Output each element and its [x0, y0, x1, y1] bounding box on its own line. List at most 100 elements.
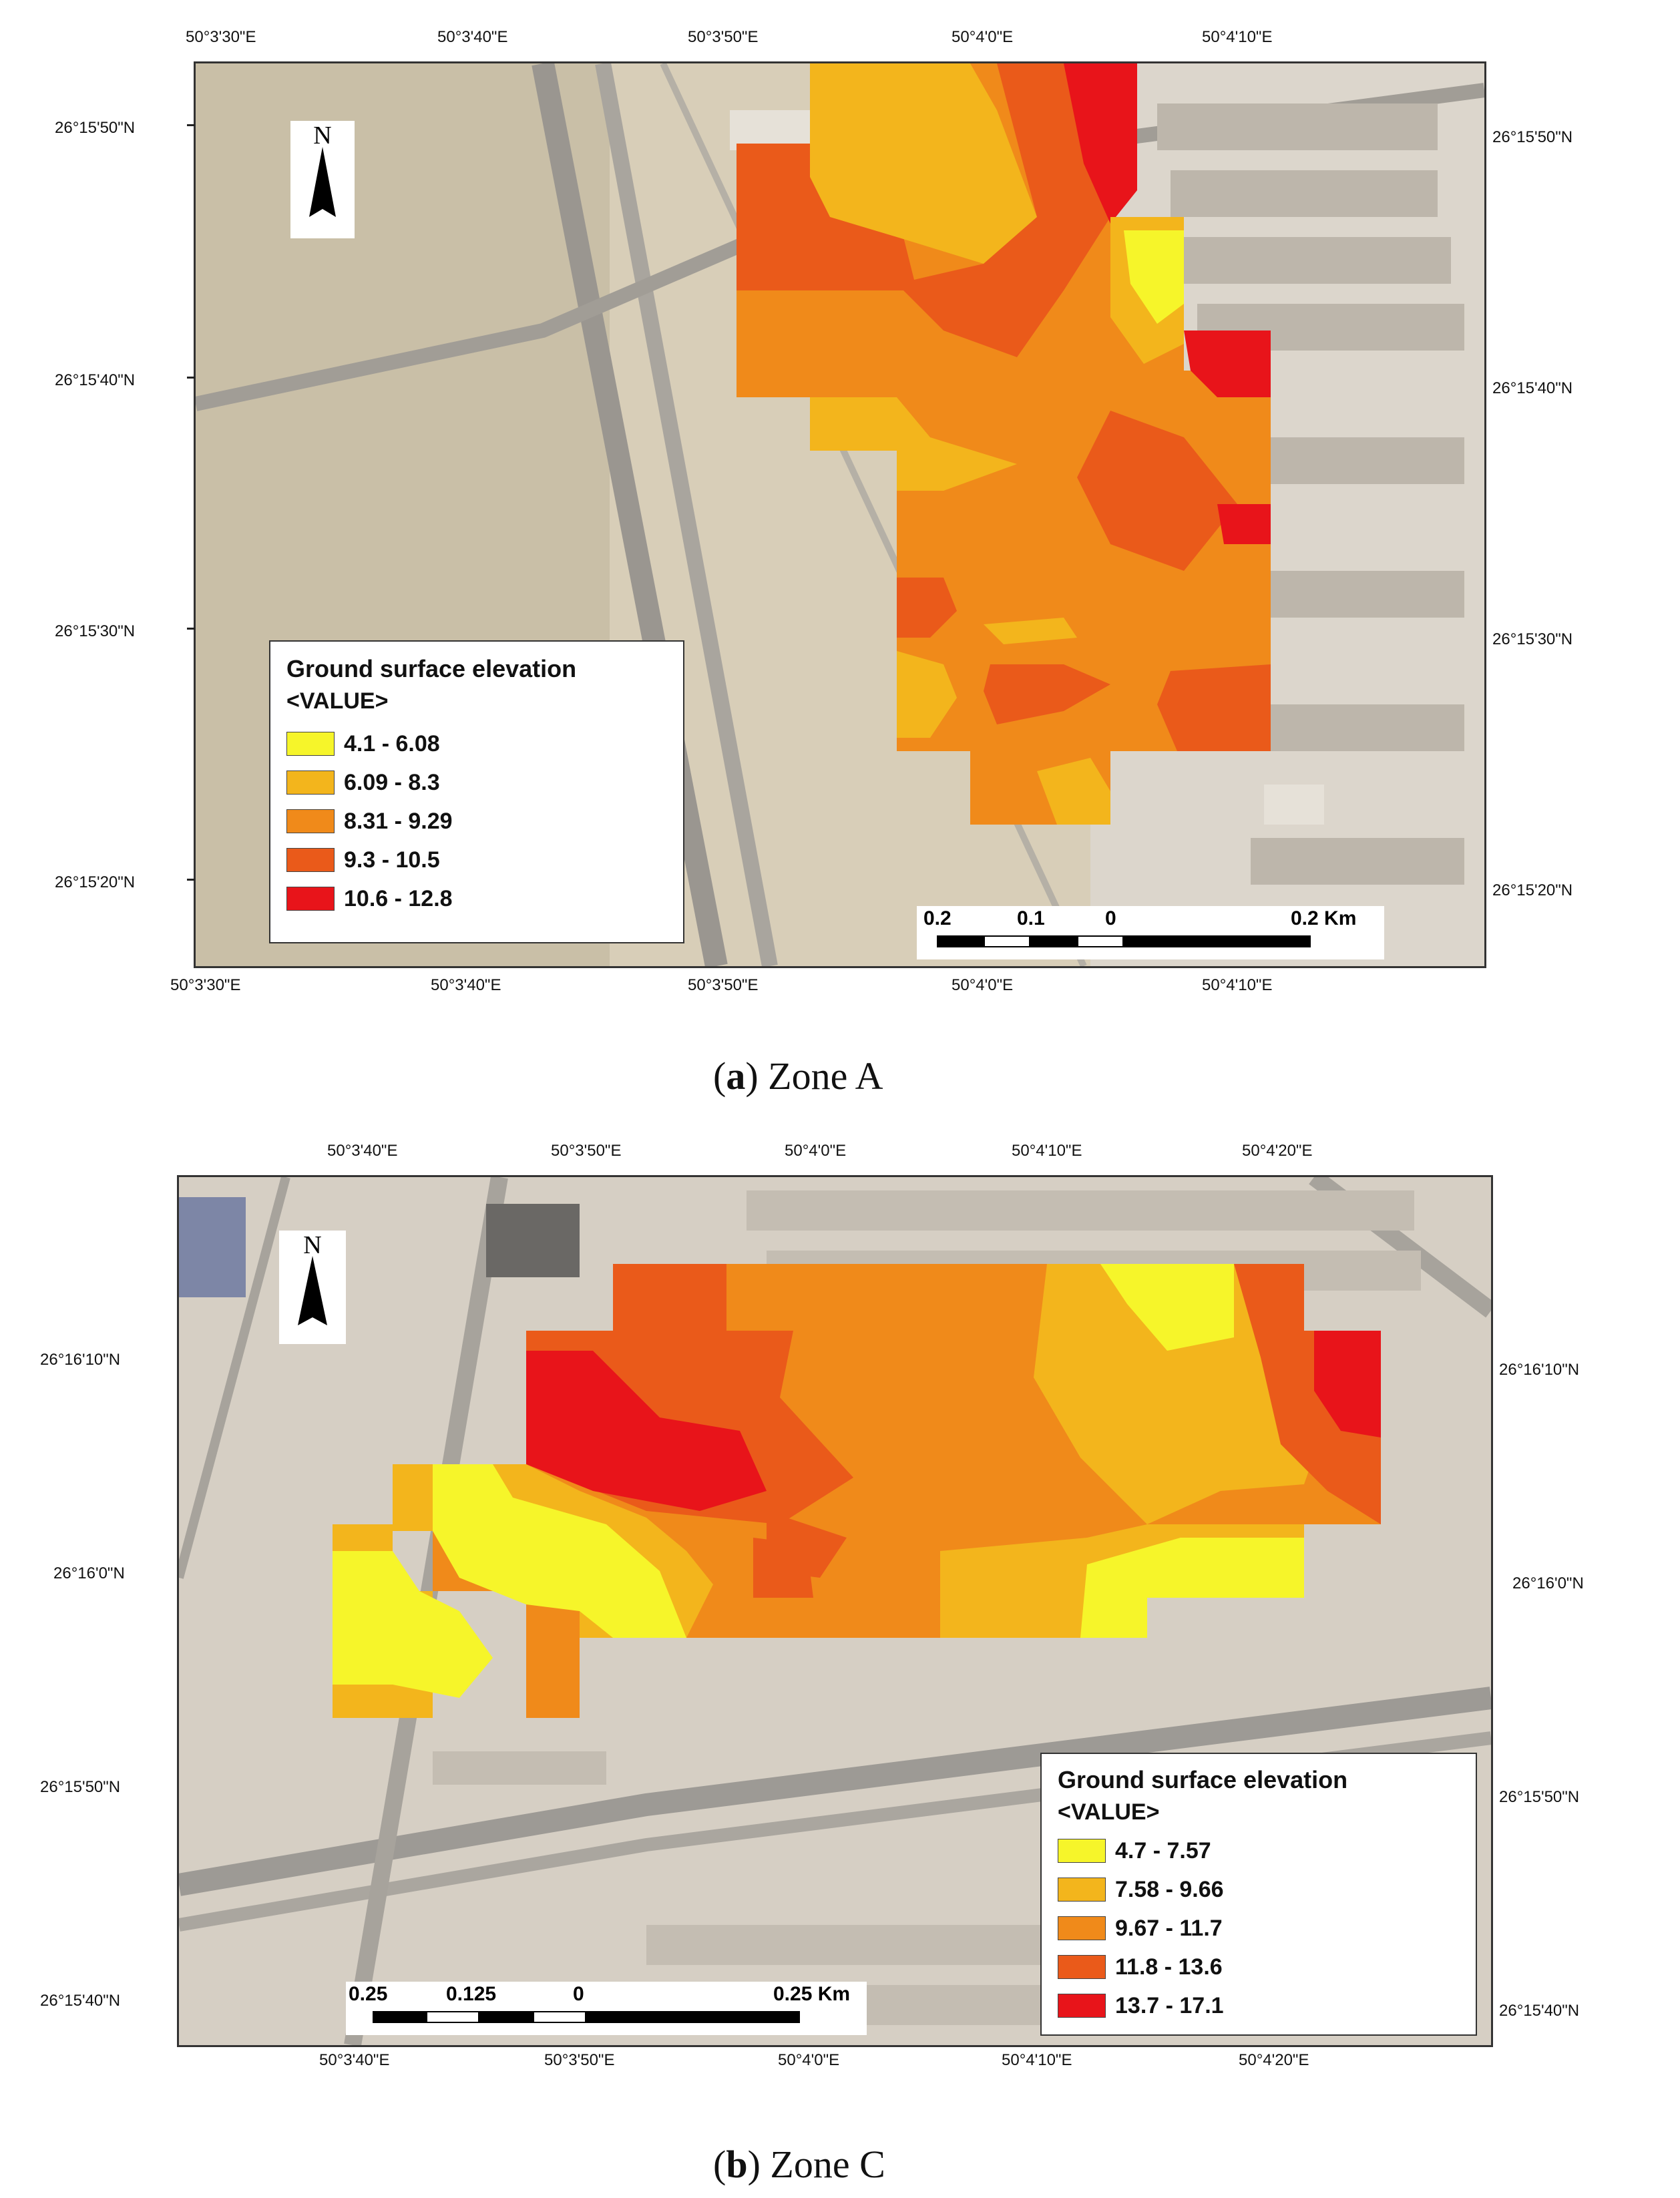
scale-segment: [1077, 935, 1124, 947]
right-coord-label: 26°15'30"N: [1492, 630, 1573, 648]
caption-letter: b: [726, 2143, 748, 2186]
legend-label: 9.3 - 10.5: [344, 847, 440, 873]
top-coord-label: 50°4'0"E: [952, 28, 1014, 46]
scale-segment: [533, 2011, 586, 2023]
legend-row: 8.31 - 9.29: [286, 807, 453, 835]
right-coord-label: 26°16'10"N: [1499, 1361, 1580, 1379]
legend-label: 4.1 - 6.08: [344, 730, 440, 756]
bottom-coord-label: 50°3'50"E: [688, 976, 759, 994]
top-coord-label: 50°4'0"E: [785, 1142, 847, 1160]
legend-swatch: [286, 809, 335, 833]
right-coord-label: 26°15'50"N: [1492, 128, 1573, 146]
left-coord-label: 26°15'30"N: [55, 622, 136, 640]
legend-row: 10.6 - 12.8: [286, 885, 453, 913]
legend-subtitle: <VALUE>: [286, 688, 389, 714]
scale-label: 0: [1105, 907, 1116, 929]
top-coord-label: 50°3'50"E: [688, 28, 759, 46]
bottom-coord-label: 50°3'30"E: [170, 976, 241, 994]
caption-zone-c: (b) Zone C: [713, 2143, 885, 2186]
legend-zone-a: Ground surface elevation <VALUE> 4.1 - 6…: [269, 640, 684, 943]
bottom-coord-label: 50°3'40"E: [319, 2051, 390, 2069]
legend-label: 8.31 - 9.29: [344, 808, 453, 834]
scale-label: 0.125: [446, 1983, 497, 2005]
caption-zone-a: (a) Zone A: [713, 1054, 883, 1098]
scale-segment: [479, 2011, 533, 2023]
legend-title: Ground surface elevation: [286, 655, 577, 682]
legend-title: Ground surface elevation: [1058, 1766, 1348, 1793]
legend-row: 4.1 - 6.08: [286, 730, 440, 758]
legend-row: 11.8 - 13.6: [1058, 1953, 1223, 1981]
legend-row: 13.7 - 17.1: [1058, 1992, 1224, 2020]
left-coord-label: 26°16'10"N: [40, 1351, 121, 1369]
bottom-coord-label: 50°3'40"E: [431, 976, 501, 994]
top-coord-label: 50°4'10"E: [1012, 1142, 1082, 1160]
legend-row: 7.58 - 9.66: [1058, 1876, 1224, 1904]
right-coord-label: 26°15'40"N: [1492, 379, 1573, 397]
right-coord-label: 26°15'50"N: [1499, 1788, 1580, 1806]
legend-row: 6.09 - 8.3: [286, 768, 440, 797]
legend-row: 4.7 - 7.57: [1058, 1837, 1211, 1865]
right-coord-label: 26°15'20"N: [1492, 881, 1573, 899]
left-coord-label: 26°15'40"N: [55, 371, 136, 389]
tick-mark: [187, 377, 195, 379]
north-arrow-a: [290, 121, 355, 238]
left-coord-label: 26°15'40"N: [40, 1992, 121, 2010]
legend-swatch: [1058, 1916, 1106, 1940]
legend-zone-c: Ground surface elevation <VALUE> 4.7 - 7…: [1040, 1753, 1477, 2036]
legend-swatch: [1058, 1839, 1106, 1863]
scale-bar-a: 0.2 0.1 0 0.2 Km: [917, 906, 1384, 959]
legend-label: 4.7 - 7.57: [1115, 1837, 1211, 1863]
legend-swatch: [1058, 1994, 1106, 2018]
legend-row: 9.67 - 11.7: [1058, 1914, 1223, 1942]
map-zone-c: N Ground surface elevation <VALUE> 4.7 -…: [177, 1175, 1493, 2047]
legend-subtitle: <VALUE>: [1058, 1799, 1160, 1825]
caption-text: Zone A: [768, 1054, 883, 1098]
elevation-zones-a: [737, 63, 1271, 825]
top-coord-label: 50°3'30"E: [186, 28, 256, 46]
left-coord-label: 26°15'20"N: [55, 873, 136, 891]
top-coord-label: 50°3'40"E: [437, 28, 508, 46]
scale-label: 0.25 Km: [773, 1983, 851, 2005]
tick-mark: [187, 879, 195, 881]
legend-label: 11.8 - 13.6: [1115, 1954, 1223, 1980]
legend-label: 7.58 - 9.66: [1115, 1876, 1224, 1902]
tick-mark: [187, 628, 195, 630]
scale-segment: [984, 935, 1030, 947]
legend-swatch: [1058, 1878, 1106, 1902]
scale-label: 0.2 Km: [1291, 907, 1357, 929]
north-arrow-c: [279, 1231, 346, 1344]
map-zone-a: N Ground surface elevation <VALUE> 4.1 -…: [194, 61, 1486, 968]
legend-label: 10.6 - 12.8: [344, 885, 453, 911]
scale-segment: [1030, 935, 1077, 947]
scale-bar-c: 0.25 0.125 0 0.25 Km: [346, 1982, 867, 2035]
scale-segment: [1124, 935, 1311, 947]
legend-label: 6.09 - 8.3: [344, 769, 440, 795]
bottom-coord-label: 50°4'20"E: [1239, 2051, 1309, 2069]
right-coord-label: 26°16'0"N: [1512, 1574, 1584, 1592]
legend-swatch: [286, 771, 335, 795]
left-coord-label: 26°16'0"N: [53, 1564, 125, 1582]
top-coord-label: 50°3'40"E: [327, 1142, 398, 1160]
left-coord-label: 26°15'50"N: [40, 1778, 121, 1796]
scale-label: 0.25: [349, 1983, 388, 2005]
top-coord-label: 50°4'10"E: [1202, 28, 1273, 46]
north-label-c: N: [303, 1231, 322, 1259]
legend-swatch: [286, 887, 335, 911]
north-label-a: N: [313, 122, 332, 150]
legend-swatch: [286, 848, 335, 872]
legend-row: 9.3 - 10.5: [286, 846, 440, 874]
bottom-coord-label: 50°4'10"E: [1002, 2051, 1072, 2069]
tick-mark: [187, 124, 195, 126]
bottom-coord-label: 50°4'10"E: [1202, 976, 1273, 994]
scale-segment: [937, 935, 984, 947]
legend-label: 13.7 - 17.1: [1115, 1992, 1224, 2018]
scale-segment: [426, 2011, 479, 2023]
top-coord-label: 50°3'50"E: [551, 1142, 622, 1160]
scale-segment: [586, 2011, 800, 2023]
caption-text: Zone C: [770, 2143, 885, 2186]
right-coord-label: 26°15'40"N: [1499, 2002, 1580, 2020]
bottom-coord-label: 50°4'0"E: [952, 976, 1014, 994]
top-coord-label: 50°4'20"E: [1242, 1142, 1313, 1160]
scale-label: 0.1: [1017, 907, 1045, 929]
legend-swatch: [1058, 1955, 1106, 1979]
